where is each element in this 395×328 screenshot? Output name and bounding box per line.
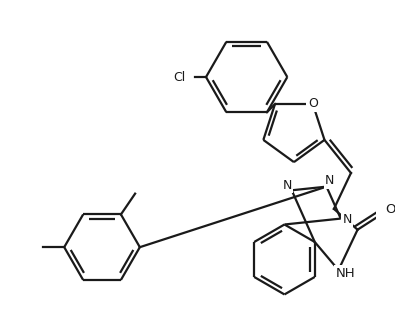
Text: N: N	[325, 174, 335, 187]
Text: N: N	[282, 179, 292, 192]
Text: O: O	[386, 203, 395, 216]
Text: N: N	[342, 214, 352, 226]
Text: NH: NH	[335, 267, 355, 280]
Text: Cl: Cl	[173, 71, 185, 84]
Text: O: O	[308, 97, 318, 111]
